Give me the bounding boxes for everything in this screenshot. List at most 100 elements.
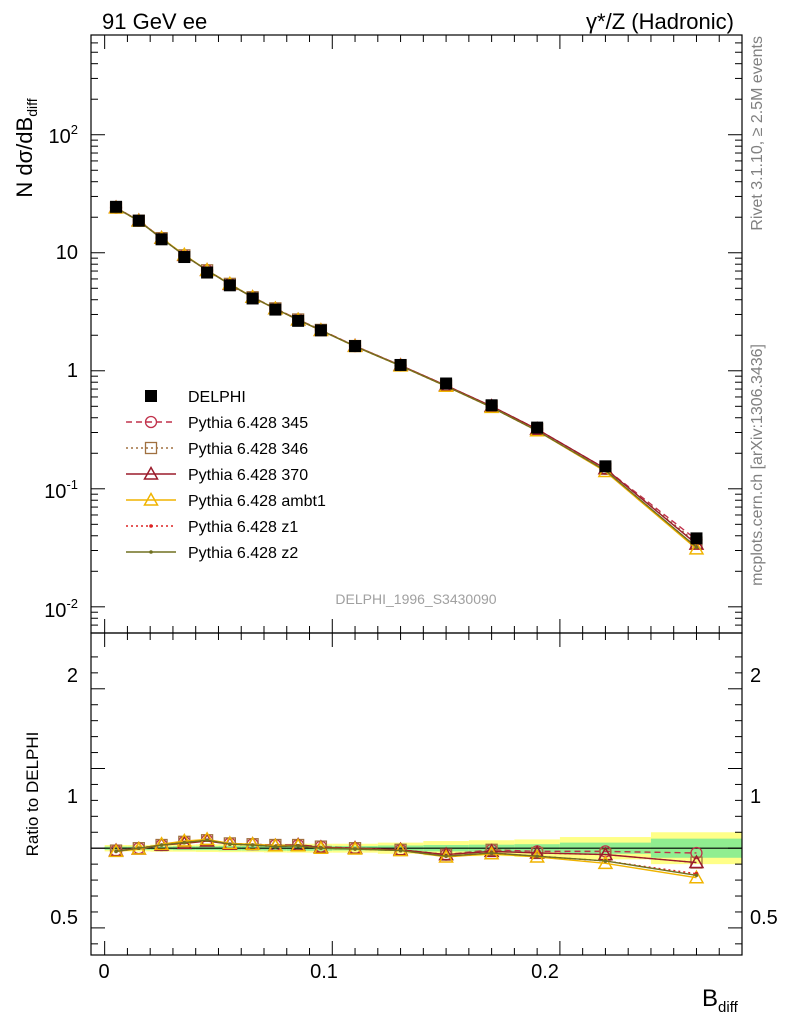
ratio-data-point [137,846,141,850]
main-plot-frame [90,34,743,634]
ratio-data-point [489,851,494,855]
legend-label: Pythia 6.428 370 [188,467,308,484]
main-data-point [599,460,612,473]
ratio-ytick-label-right-2: 2 [750,665,761,687]
main-series-line [115,207,697,541]
xlabel: Bdiff [702,985,739,1016]
ratio-data-point [603,859,608,863]
side-label-bottom: mcplots.cern.ch [arXiv:1306.3436] [749,344,766,586]
ytick-label-1: 1 [67,360,78,382]
ytick-label-1e-1-base: 10 [44,481,66,503]
ytick-label-1e-1-exp: -1 [66,477,78,492]
main-data-point [394,358,407,371]
ratio-data-point [205,838,209,843]
legend-marker [144,415,158,429]
ratio-data-point [244,836,261,850]
legend-marker [143,491,159,506]
ratio-data-point [535,854,539,858]
legend: DELPHI Pythia 6.428 345 Pythia 6.428 346 Py… [126,389,326,562]
main-series-6 [110,200,703,545]
legend-entry-0: DELPHI [145,389,246,406]
main-data-point [110,200,123,213]
ytick-label-1e-2-base: 10 [44,600,66,622]
ratio-data-point [529,844,545,859]
ratio-data-point [290,837,306,852]
ytick-label-1e-2: 10-2 [44,596,78,622]
ratio-data-point [222,835,238,850]
legend-marker [143,465,159,480]
main-data-point [314,324,327,337]
ratio-ytick-label-right-1: 1 [750,786,761,808]
ratio-data-point [114,849,118,854]
title-right-suffix: (Hadronic) [631,9,734,34]
ratio-data-point [438,846,454,861]
ratio-ytick-label-0.5: 0.5 [50,907,78,929]
legend-entry-6: Pythia 6.428 z2 [126,545,298,562]
legend-marker [144,441,158,455]
legend-marker [145,390,157,402]
main-data-point [292,314,305,327]
ytick-label-10: 10 [56,242,78,264]
xlabel-sub: diff [718,999,739,1016]
ratio-data-point [153,836,170,850]
ratio-data-point [597,855,614,870]
ratio-plot-frame [90,632,743,956]
main-data-point [178,251,191,264]
main-data-point [201,266,214,279]
side-label-top: Rivet 3.1.10, ≥ 2.5M events [749,36,766,231]
xtick-label-0: 0 [98,961,109,983]
ytick-label-1e2: 102 [49,122,78,148]
legend-label: Pythia 6.428 346 [188,441,308,458]
ytick-label-1e2-base: 10 [49,126,71,148]
legend-label: Pythia 6.428 345 [188,415,308,432]
ratio-data-point [444,854,448,858]
ytick-label-1e-1: 10-1 [44,477,78,503]
ratio-series [108,831,705,884]
main-data-point [246,292,259,305]
legend-entry-3: Pythia 6.428 370 [126,465,308,484]
ratio-data-point [353,847,357,851]
ratio-data-point [159,843,164,847]
ratio-data-point [398,848,403,853]
ratio-data-point [273,844,278,849]
legend-entry-5: Pythia 6.428 z1 [126,519,298,536]
title-left: 91 GeV ee [102,9,207,34]
xtick-label-0.2: 0.2 [531,961,559,983]
legend-marker [149,524,153,528]
ratio-data-point [250,843,255,847]
main-ylabel: N dσ/dBdiff [12,98,40,197]
xtick-label-0.1: 0.1 [310,961,338,983]
ytick-label-1e-2-exp: -2 [66,596,78,611]
ratio-ylabel: Ratio to DELPHI [23,732,42,857]
ratio-data-point [228,842,232,847]
main-data-point [269,303,282,316]
analysis-watermark: DELPHI_1996_S3430090 [335,591,496,607]
main-data-point [132,214,145,227]
main-data-point [485,399,498,412]
legend-label: DELPHI [188,389,246,406]
legend-label: Pythia 6.428 z2 [188,545,298,562]
ratio-ytick-label-1: 1 [67,786,78,808]
ratio-data-point [483,843,500,858]
ratio-series-5 [114,838,699,878]
ratio-data-point [267,837,284,852]
ratio-data-point [694,873,699,878]
ratio-data-point [199,831,215,846]
ratio-data-point [690,846,703,860]
ratio-data-point [182,840,187,845]
ratio-ytick-label-2: 2 [67,665,78,687]
legend-label: Pythia 6.428 ambt1 [188,493,326,510]
main-ylabel-text: N dσ/dB [12,117,37,198]
main-data-point [440,377,453,390]
legend-marker [149,550,153,554]
ratio-data-point [319,846,323,850]
main-data-point [688,540,705,555]
ytick-label-1e2-exp: 2 [71,122,78,137]
legend-entry-1: Pythia 6.428 345 [126,415,308,432]
ratio-data-point [688,854,705,869]
main-data-point [155,233,168,246]
main-data-point [349,340,362,353]
title-right: γ*/Z (Hadronic) [586,9,734,34]
